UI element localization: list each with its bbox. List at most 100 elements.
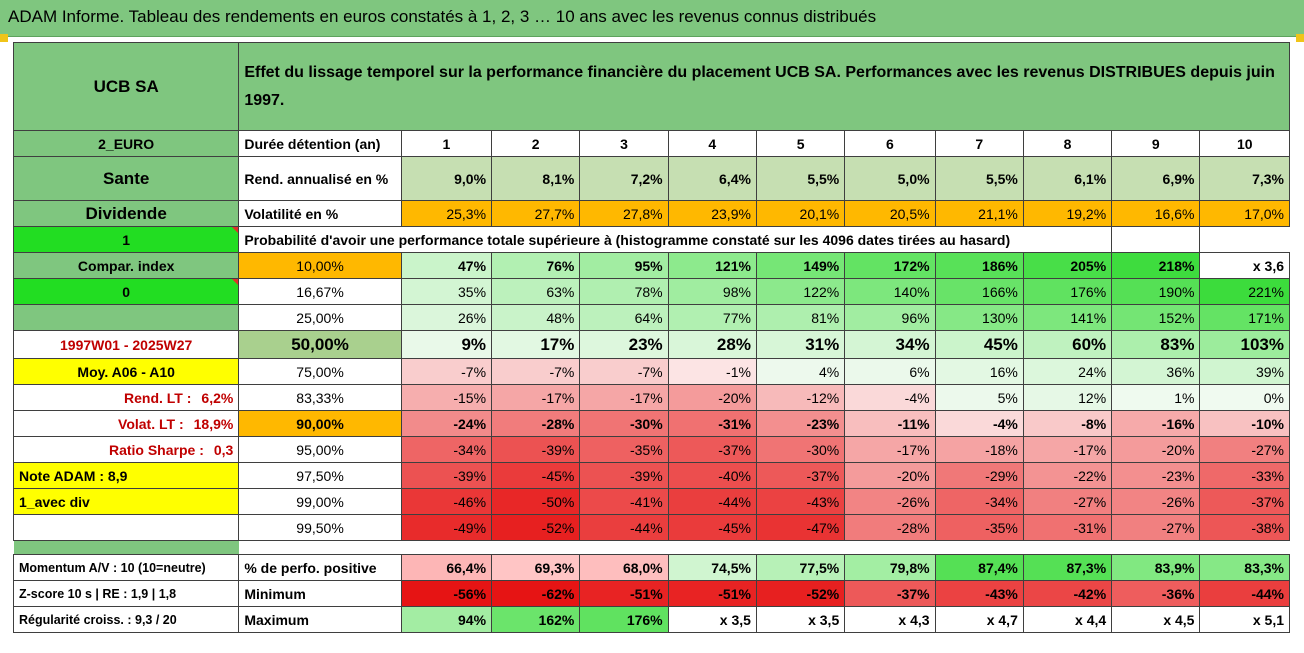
table-row: Moy. A06 - A10 75,00% -7% -7% -7% -1% 4% 6% 16% 2… (12, 358, 1290, 385)
table-row: Dividende Volatilité en % 25,3% 27,7% 27,8% 2… (12, 200, 1290, 227)
table-row: 99,50% -49% -52% -44% -45% -47% -28% -35% -31% -2… (12, 514, 1290, 541)
value-cell: -18% (934, 436, 1024, 463)
value-cell: 121% (667, 252, 757, 279)
value-cell: -29% (934, 462, 1024, 489)
bottom-value-cell: x 3,5 (667, 606, 757, 633)
page-title: ADAM Informe. Tableau des rendements en … (8, 7, 877, 26)
left-label: Ratio Sharpe : 0,3 (12, 436, 240, 463)
bottom-value-cell: 83,9% (1111, 554, 1201, 581)
bottom-value-cell: -56% (400, 580, 493, 607)
table-row: Compar. index 10,00% 47% 76% 95% 121% 149% 172%… (12, 252, 1290, 279)
value-cell: -30% (579, 410, 669, 437)
value-cell: -23% (1111, 462, 1201, 489)
value-cell: 6,9% (1111, 156, 1201, 201)
bottom-value-cell: x 3,5 (755, 606, 846, 633)
value-cell: 39% (1199, 358, 1290, 385)
value-cell: 23,9% (667, 200, 757, 227)
row-label: 50,00% (238, 330, 402, 359)
value-cell: 221% (1199, 278, 1290, 305)
value-cell: -26% (844, 488, 936, 515)
value-cell: -10% (1199, 410, 1290, 437)
bottom-value-cell: 74,5% (667, 554, 757, 581)
left-label (12, 514, 240, 541)
value-cell: -15% (400, 384, 493, 411)
left-label: Compar. index (12, 252, 240, 279)
value-cell: 96% (844, 304, 936, 331)
year-header: 6 (844, 130, 936, 157)
value-cell: -49% (400, 514, 493, 541)
value-cell: 28% (667, 330, 757, 359)
value-cell: 140% (844, 278, 936, 305)
empty-cell (1111, 226, 1201, 253)
value-cell: -27% (1022, 488, 1113, 515)
bottom-value-cell: -43% (934, 580, 1024, 607)
bottom-value-cell: 87,4% (934, 554, 1024, 581)
left-label: 1997W01 - 2025W27 (12, 330, 240, 359)
bottom-value-cell: -51% (579, 580, 669, 607)
table-row: Rend. LT :6,2% 83,33% -15% -17% -17% -20% -12%… (12, 384, 1290, 411)
bottom-value-cell: 176% (579, 606, 669, 633)
value-cell: 26% (400, 304, 493, 331)
value-cell: -24% (400, 410, 493, 437)
company-name: UCB SA (12, 42, 240, 131)
left-label: Sante (12, 156, 240, 201)
value-cell: 6,1% (1022, 156, 1113, 201)
value-cell: -17% (1022, 436, 1113, 463)
value-cell: -17% (844, 436, 936, 463)
value-cell: 27,8% (579, 200, 669, 227)
value-cell: -46% (400, 488, 493, 515)
table-row: 1_avec div 99,00% -46% -50% -41% -44% -43% -26%… (12, 488, 1290, 515)
value-cell: 76% (491, 252, 581, 279)
value-cell: -20% (1111, 436, 1201, 463)
value-cell: 20,5% (844, 200, 936, 227)
value-cell: 78% (579, 278, 669, 305)
value-cell: -1% (667, 358, 757, 385)
value-cell: 218% (1111, 252, 1201, 279)
title-bar: ADAM Informe. Tableau des rendements en … (0, 0, 1304, 37)
value-cell: 24% (1022, 358, 1113, 385)
value-cell: -44% (579, 514, 669, 541)
bottom-row-label: Minimum (238, 580, 402, 607)
value-cell: -7% (579, 358, 669, 385)
bottom-row-label: % de perfo. positive (238, 554, 402, 581)
bottom-value-cell: -52% (755, 580, 846, 607)
value-cell: 20,1% (755, 200, 846, 227)
bottom-left-label: Momentum A/V : 10 (10=neutre) (12, 554, 240, 581)
value-cell: -11% (844, 410, 936, 437)
value-cell: -12% (755, 384, 846, 411)
value-cell: 9% (400, 330, 493, 359)
bottom-value-cell: -62% (491, 580, 581, 607)
value-cell: 141% (1022, 304, 1113, 331)
value-cell: -23% (755, 410, 846, 437)
year-header: 8 (1022, 130, 1113, 157)
value-cell: 186% (934, 252, 1024, 279)
row-label: Volatilité en % (238, 200, 402, 227)
table-row: 1997W01 - 2025W27 50,00% 9% 17% 23% 28% 31% 34%… (12, 330, 1290, 359)
corner-marker-right (1296, 34, 1304, 42)
row-label: 10,00% (238, 252, 402, 279)
value-cell: 4% (755, 358, 846, 385)
left-label: Rend. LT : 6,2% (12, 384, 240, 411)
bottom-value-cell: 87,3% (1022, 554, 1113, 581)
value-cell: -7% (400, 358, 493, 385)
bottom-value-cell: -51% (667, 580, 757, 607)
value-cell: 98% (667, 278, 757, 305)
value-cell: 7,2% (579, 156, 669, 201)
table-row: 0 16,67% 35% 63% 78% 98% 122% 140% 166% 176% 190% 2… (12, 278, 1290, 305)
value-cell: -28% (844, 514, 936, 541)
value-cell: 45% (934, 330, 1024, 359)
value-cell: 5,0% (844, 156, 936, 201)
table-row: Momentum A/V : 10 (10=neutre)% de perfo.… (12, 554, 1290, 581)
year-header: 5 (755, 130, 846, 157)
value-cell: -38% (1199, 514, 1290, 541)
left-label: 1_avec div (12, 488, 240, 515)
value-cell: -40% (667, 462, 757, 489)
value-cell: 130% (934, 304, 1024, 331)
value-cell: 166% (934, 278, 1024, 305)
metric-name: Ratio Sharpe : (108, 441, 204, 458)
value-cell: 122% (755, 278, 846, 305)
value-cell: -4% (934, 410, 1024, 437)
year-header: 10 (1199, 130, 1290, 157)
probability-header: Probabilité d'avoir une performance tota… (238, 226, 1113, 253)
